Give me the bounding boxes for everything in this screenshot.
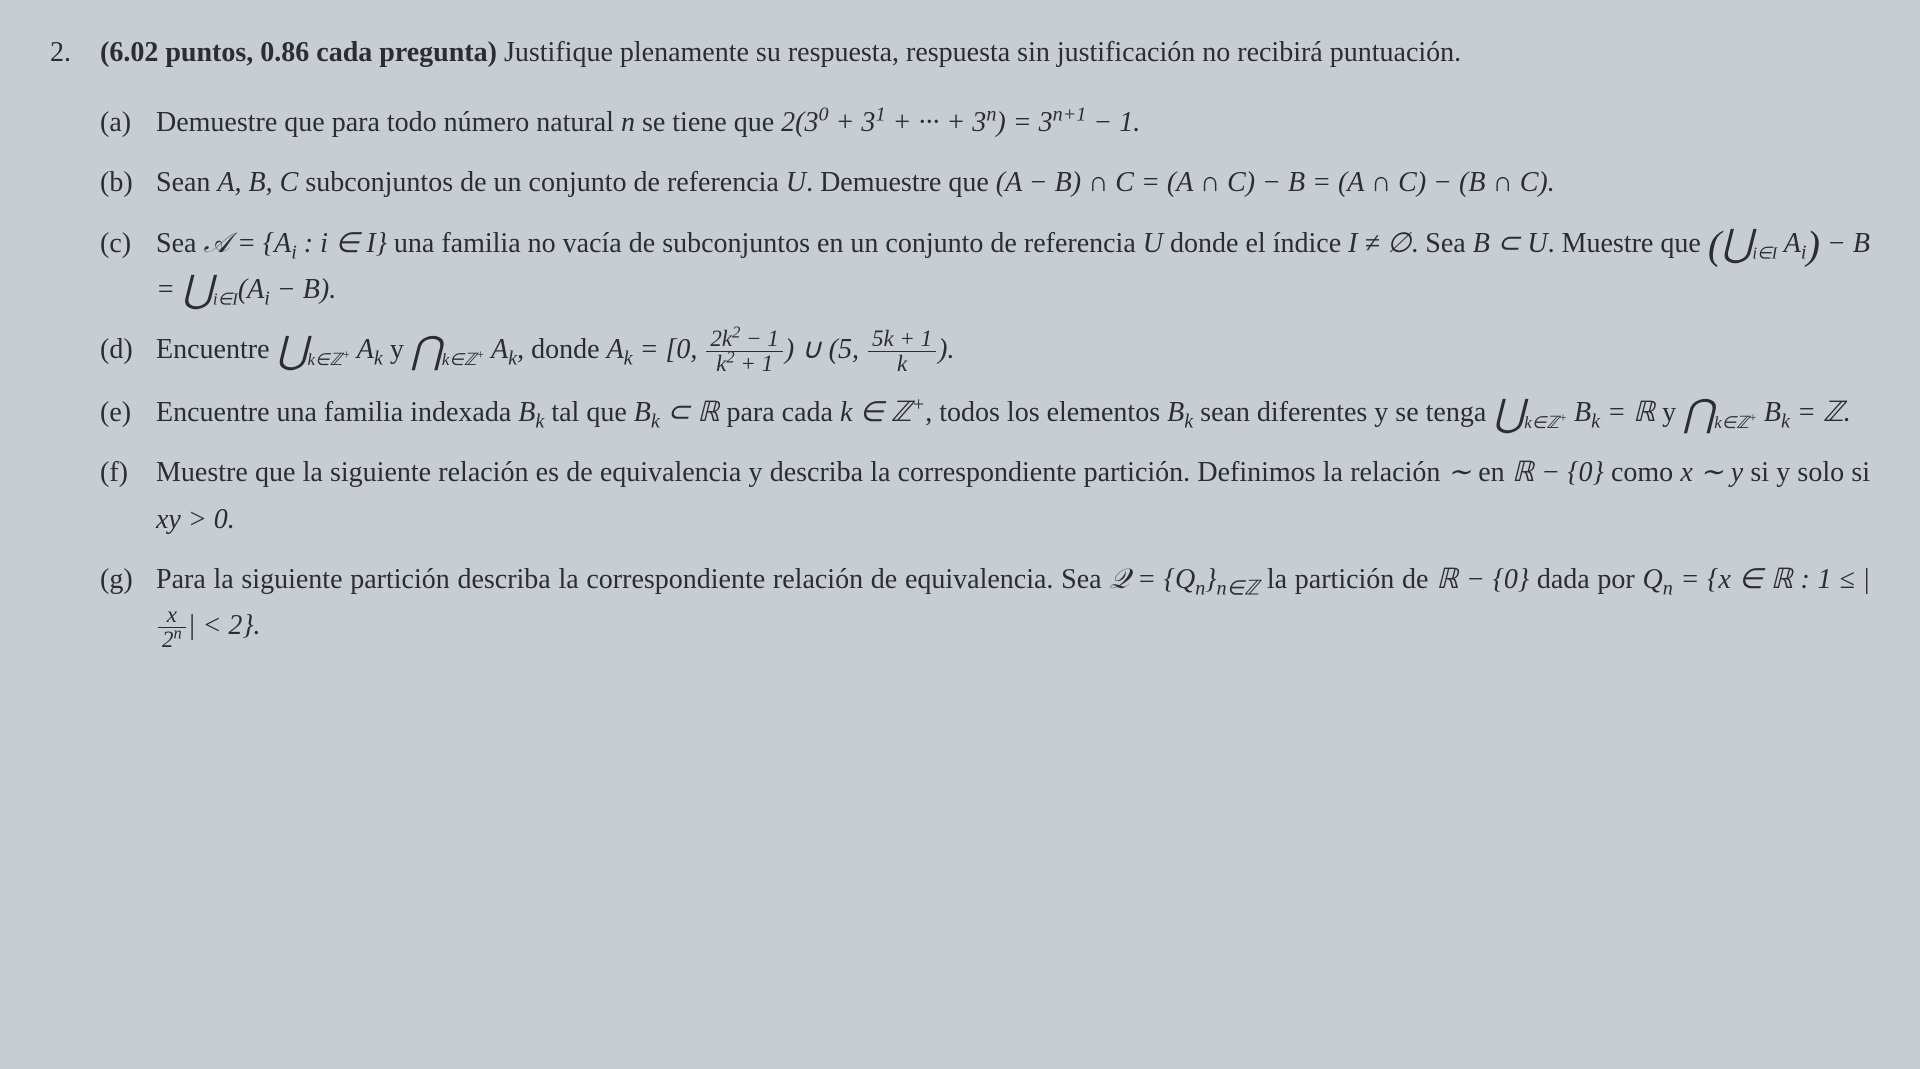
inter-eq: ⋂k∈ℤ+ Bk = ℤ. xyxy=(1683,397,1851,428)
union-eq: ⋃k∈ℤ+ Bk = ℝ xyxy=(1493,397,1655,428)
text: Sean xyxy=(156,167,217,198)
text: se tiene que xyxy=(635,107,781,138)
text: para cada xyxy=(719,397,839,428)
subitem-content: Muestre que la siguiente relación es de … xyxy=(156,450,1870,542)
subitems-list: (a) Demuestre que para todo número natur… xyxy=(100,100,1870,652)
frac1-num: 2k2 − 1 xyxy=(706,327,782,352)
set-R0: ℝ − {0} xyxy=(1512,457,1604,488)
problem-header: 2. (6.02 puntos, 0.86 cada pregunta) Jus… xyxy=(50,30,1870,76)
var-U: U xyxy=(786,167,806,198)
subitem-label: (f) xyxy=(100,450,156,496)
cond2: k ∈ ℤ+ xyxy=(840,397,925,428)
set-R0: ℝ − {0} xyxy=(1436,564,1529,595)
text: , donde xyxy=(517,334,606,365)
text: como xyxy=(1604,457,1681,488)
formula-b1: (A − B) ∩ C = xyxy=(996,167,1160,198)
subitem-label: (g) xyxy=(100,557,156,603)
text: . Demuestre que xyxy=(806,167,996,198)
subitem-label: (c) xyxy=(100,221,156,267)
text: Encuentre una familia indexada xyxy=(156,397,518,428)
text: dada por xyxy=(1529,564,1642,595)
text: sean diferentes y se tenga xyxy=(1193,397,1493,428)
subitem-content: Encuentre ⋃k∈ℤ+ Ak y ⋂k∈ℤ+ Ak, donde Ak … xyxy=(156,327,1870,376)
text: Encuentre xyxy=(156,334,277,365)
subitem-f: (f) Muestre que la siguiente relación es… xyxy=(100,450,1870,542)
subitem-content: Para la siguiente partición describa la … xyxy=(156,557,1870,652)
Q-def: 𝒬 = {Qn}n∈ℤ xyxy=(1109,564,1259,595)
var-n: n xyxy=(621,107,635,138)
text: Para la siguiente partición describa la … xyxy=(156,564,1109,595)
text: donde el índice xyxy=(1163,228,1348,259)
problem-intro: (6.02 puntos, 0.86 cada pregunta) Justif… xyxy=(100,30,1870,76)
text: . Muestre que xyxy=(1548,228,1708,259)
text: la partición de xyxy=(1259,564,1436,595)
union-expr: ⋃k∈ℤ+ Ak xyxy=(277,334,383,365)
subitem-content: Demuestre que para todo número natural n… xyxy=(156,100,1870,146)
rel-sym: ∼ xyxy=(1448,457,1471,488)
var-Bk: Bk xyxy=(518,397,544,428)
subitem-g: (g) Para la siguiente partición describa… xyxy=(100,557,1870,652)
inter-expr: ⋂k∈ℤ+ Ak xyxy=(411,334,517,365)
subitem-label: (a) xyxy=(100,100,156,146)
frac1-den: k2 + 1 xyxy=(706,352,782,376)
subitem-e: (e) Encuentre una familia indexada Bk ta… xyxy=(100,390,1870,436)
text: una familia no vacía de subconjuntos en … xyxy=(387,228,1143,259)
text: si y solo si xyxy=(1743,457,1870,488)
frac2-num: 5k + 1 xyxy=(868,327,936,352)
points-label: (6.02 puntos, 0.86 cada pregunta) xyxy=(100,37,497,68)
var-U: U xyxy=(1143,228,1163,259)
subitem-content: Sea 𝒜 = {Ai : i ∈ I} una familia no vací… xyxy=(156,221,1870,313)
text: y xyxy=(383,334,411,365)
subitem-a: (a) Demuestre que para todo número natur… xyxy=(100,100,1870,146)
subitem-c: (c) Sea 𝒜 = {Ai : i ∈ I} una familia no … xyxy=(100,221,1870,313)
b-cond: B ⊂ U xyxy=(1473,228,1548,259)
subitem-label: (d) xyxy=(100,327,156,373)
text: tal que xyxy=(544,397,633,428)
exam-page: 2. (6.02 puntos, 0.86 cada pregunta) Jus… xyxy=(50,30,1870,652)
frac-den: 2n xyxy=(158,628,186,652)
subitem-b: (b) Sean A, B, C subconjuntos de un conj… xyxy=(100,160,1870,206)
text: Sea xyxy=(156,228,203,259)
text: , todos los elementos xyxy=(925,397,1167,428)
formula-a: 2(30 + 31 + ··· + 3n) = 3n+1 − 1. xyxy=(781,107,1140,138)
subitem-d: (d) Encuentre ⋃k∈ℤ+ Ak y ⋂k∈ℤ+ Ak, donde… xyxy=(100,327,1870,376)
intro-text: Justifique plenamente su respuesta, resp… xyxy=(497,37,1461,68)
Ak-def: Ak = [0, 2k2 − 1k2 + 1) ∪ (5, 5k + 1k). xyxy=(607,334,955,365)
family-def: 𝒜 = {Ai : i ∈ I} xyxy=(203,228,386,259)
text: Demuestre que para todo número natural xyxy=(156,107,621,138)
text: . Sea xyxy=(1411,228,1472,259)
subitem-label: (b) xyxy=(100,160,156,206)
index-cond: I ≠ ∅ xyxy=(1348,228,1411,259)
subitem-label: (e) xyxy=(100,390,156,436)
cond1: Bk ⊂ ℝ xyxy=(634,397,720,428)
text: y xyxy=(1655,397,1683,428)
vars-abc: A, B, C xyxy=(217,167,298,198)
cond-xy: xy > 0. xyxy=(156,504,235,535)
frac2-den: k xyxy=(868,352,936,376)
text: en xyxy=(1471,457,1512,488)
subitem-content: Encuentre una familia indexada Bk tal qu… xyxy=(156,390,1870,436)
problem-number: 2. xyxy=(50,30,100,76)
text: Muestre que la siguiente relación es de … xyxy=(156,457,1448,488)
rel: x ∼ y xyxy=(1680,457,1743,488)
subitem-content: Sean A, B, C subconjuntos de un conjunto… xyxy=(156,160,1870,206)
var-Bk2: Bk xyxy=(1167,397,1193,428)
formula-b2: (A ∩ C) − B = (A ∩ C) − (B ∩ C). xyxy=(1167,167,1555,198)
text: subconjuntos de un conjunto de referenci… xyxy=(298,167,786,198)
